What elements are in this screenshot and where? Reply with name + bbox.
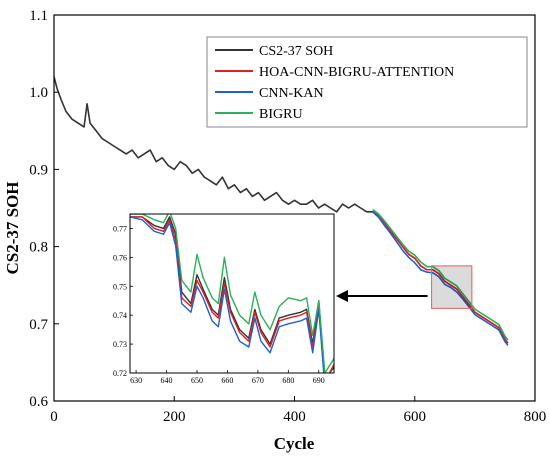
legend-label: CNN-KAN [259, 86, 324, 101]
inset-y-tick-label: 0.73 [113, 340, 127, 349]
x-tick-label: 600 [404, 409, 427, 425]
y-tick-label: 1.1 [29, 8, 48, 24]
y-tick-label: 0.8 [29, 240, 48, 256]
y-tick-label: 0.6 [29, 394, 48, 410]
inset-y-tick-label: 0.76 [113, 253, 127, 262]
inset-background [130, 214, 334, 373]
x-tick-label: 800 [524, 409, 547, 425]
inset-y-tick-label: 0.77 [113, 224, 127, 233]
inset-y-tick-label: 0.75 [113, 282, 127, 291]
inset-y-tick-label: 0.72 [113, 369, 127, 378]
y-tick-label: 0.9 [29, 162, 48, 178]
x-tick-label: 0 [50, 409, 58, 425]
series-line-1 [372, 210, 509, 344]
zoom-region-box [431, 265, 473, 309]
inset-series-line-3 [130, 214, 334, 373]
series-line-2 [372, 211, 509, 346]
inset-x-tick-label: 660 [221, 376, 233, 385]
inset-x-tick-label: 670 [252, 376, 264, 385]
y-tick-label: 1.0 [29, 85, 48, 101]
legend-box [206, 36, 528, 128]
x-tick-label: 400 [283, 409, 306, 425]
y-axis-title: CS2-37 SOH [3, 181, 22, 274]
inset-series-line-1 [130, 216, 334, 373]
inset-series-line-2 [130, 216, 334, 373]
inset-x-tick-label: 640 [161, 376, 173, 385]
inset-x-tick-label: 680 [282, 376, 294, 385]
legend-label: BIGRU [259, 107, 303, 122]
series-line-3 [372, 208, 509, 341]
inset-x-tick-label: 690 [313, 376, 325, 385]
zoom-arrow-head [336, 290, 348, 302]
y-tick-label: 0.7 [29, 317, 48, 333]
inset-y-tick-label: 0.74 [113, 311, 127, 320]
legend-label: CS2-37 SOH [259, 44, 333, 59]
inset-x-tick-label: 650 [191, 376, 203, 385]
legend-label: HOA-CNN-BIGRU-ATTENTION [259, 65, 454, 80]
inset-frame [129, 213, 335, 374]
x-tick-label: 200 [163, 409, 186, 425]
inset-x-tick-label: 630 [130, 376, 142, 385]
x-axis-title: Cycle [274, 434, 315, 453]
